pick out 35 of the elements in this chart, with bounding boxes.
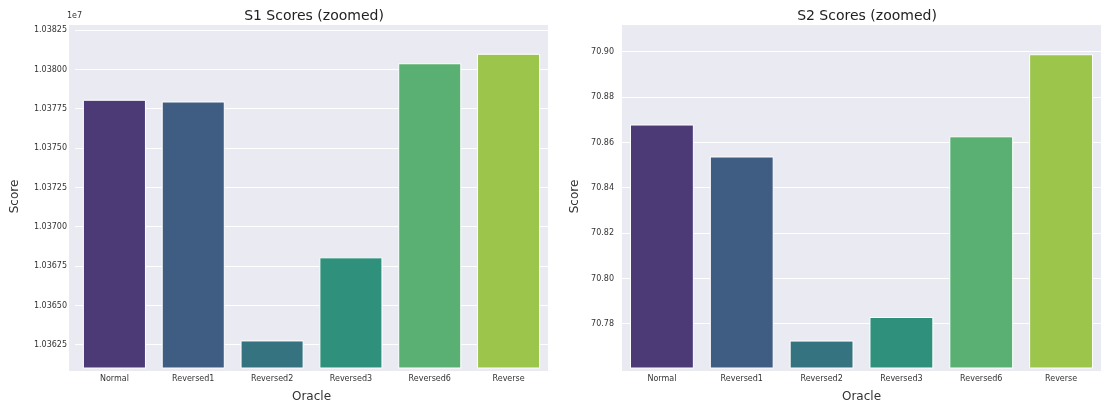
x-tick-label: Reversed3 (329, 373, 373, 383)
y-tick-label: 1.03725 (33, 182, 67, 192)
x-tick-label: Reverse (492, 373, 525, 383)
y-tick-label: 1.03625 (33, 340, 67, 350)
x-tick-label: Reversed3 (880, 373, 923, 383)
y-axis-title: Score (567, 179, 582, 214)
y-tick-label: 70.80 (591, 273, 614, 283)
x-tick-label: Reversed2 (250, 373, 294, 383)
x-tick-label: Reverse (1045, 373, 1078, 383)
y-tick-label: 70.90 (591, 47, 614, 57)
y-tick-label: 1.03825 (33, 25, 67, 35)
y-tick-label: 70.86 (591, 137, 614, 147)
y-tick-label: 70.84 (591, 183, 614, 193)
y-tick-label: 1.03800 (33, 64, 67, 74)
y-tick-label: 70.82 (591, 228, 614, 238)
y-tick-label: 70.78 (591, 319, 614, 329)
x-axis-title: Oracle (291, 389, 332, 403)
x-tick-label: Reversed1 (172, 373, 215, 383)
y-tick-label: 1.03700 (33, 222, 67, 232)
y-tick-label: 1.03750 (33, 143, 67, 153)
y-axis-title: Score (7, 179, 21, 214)
x-tick-label: Normal (647, 373, 677, 383)
chart-title: S2 Scores (zoomed) (797, 7, 937, 23)
chart-title: S1 Scores (zoomed) (244, 7, 384, 23)
x-tick-label: Reversed6 (408, 373, 451, 383)
x-tick-label: Reversed6 (960, 373, 1003, 383)
text: 1e7 (67, 10, 83, 20)
y-tick-label: 1.03775 (33, 104, 67, 114)
y-tick-label: 1.03675 (33, 261, 67, 271)
x-tick-label: Reversed1 (720, 373, 763, 383)
x-axis-title: Oracle (841, 389, 882, 403)
x-tick-label: Normal (99, 373, 129, 383)
y-tick-label: 1.03650 (33, 300, 67, 310)
x-tick-label: Reversed2 (800, 373, 843, 383)
y-tick-label: 70.88 (591, 92, 614, 102)
